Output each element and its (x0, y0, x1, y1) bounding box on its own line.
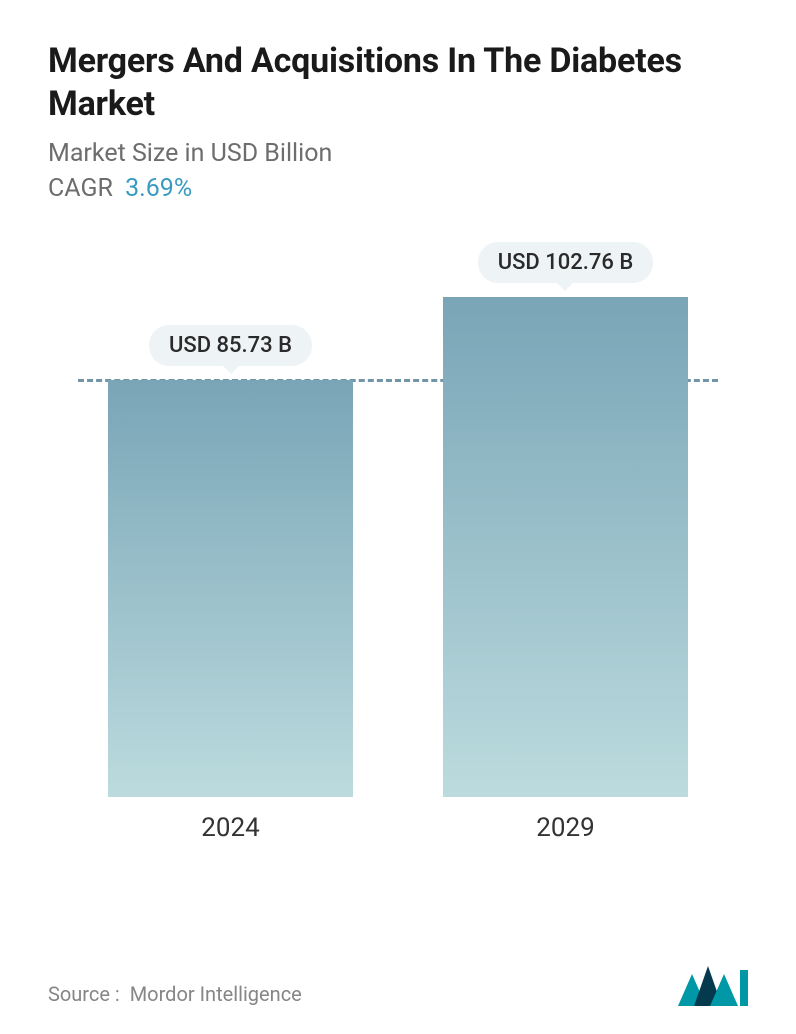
bar (443, 297, 688, 797)
cagr-value: 3.69% (125, 174, 192, 203)
bar (108, 380, 353, 797)
source-attribution: Source : Mordor Intelligence (48, 982, 302, 1006)
chart-area: USD 85.73 B2024USD 102.76 B2029 (48, 263, 748, 913)
chart-subtitle: Market Size in USD Billion (48, 139, 748, 168)
cagr-label: CAGR (48, 174, 113, 203)
bar-value-label: USD 85.73 B (149, 325, 312, 366)
bar-value-label: USD 102.76 B (478, 242, 654, 283)
source-value: Mordor Intelligence (130, 982, 302, 1006)
bar-group-2024: USD 85.73 B 2024 (108, 325, 353, 843)
brand-logo (678, 964, 748, 1006)
logo-icon (678, 964, 748, 1006)
bar-category-label: 2029 (536, 813, 594, 843)
cagr-row: CAGR 3.69% (48, 174, 748, 203)
source-label: Source : (48, 982, 120, 1006)
bars-container: USD 85.73 B2024USD 102.76 B2029 (78, 263, 718, 843)
bar-category-label: 2024 (201, 813, 259, 843)
chart-footer: Source : Mordor Intelligence (48, 964, 748, 1006)
chart-title: Mergers And Acquisitions In The Diabetes… (48, 40, 748, 125)
bar-group-2029: USD 102.76 B 2029 (443, 242, 688, 843)
